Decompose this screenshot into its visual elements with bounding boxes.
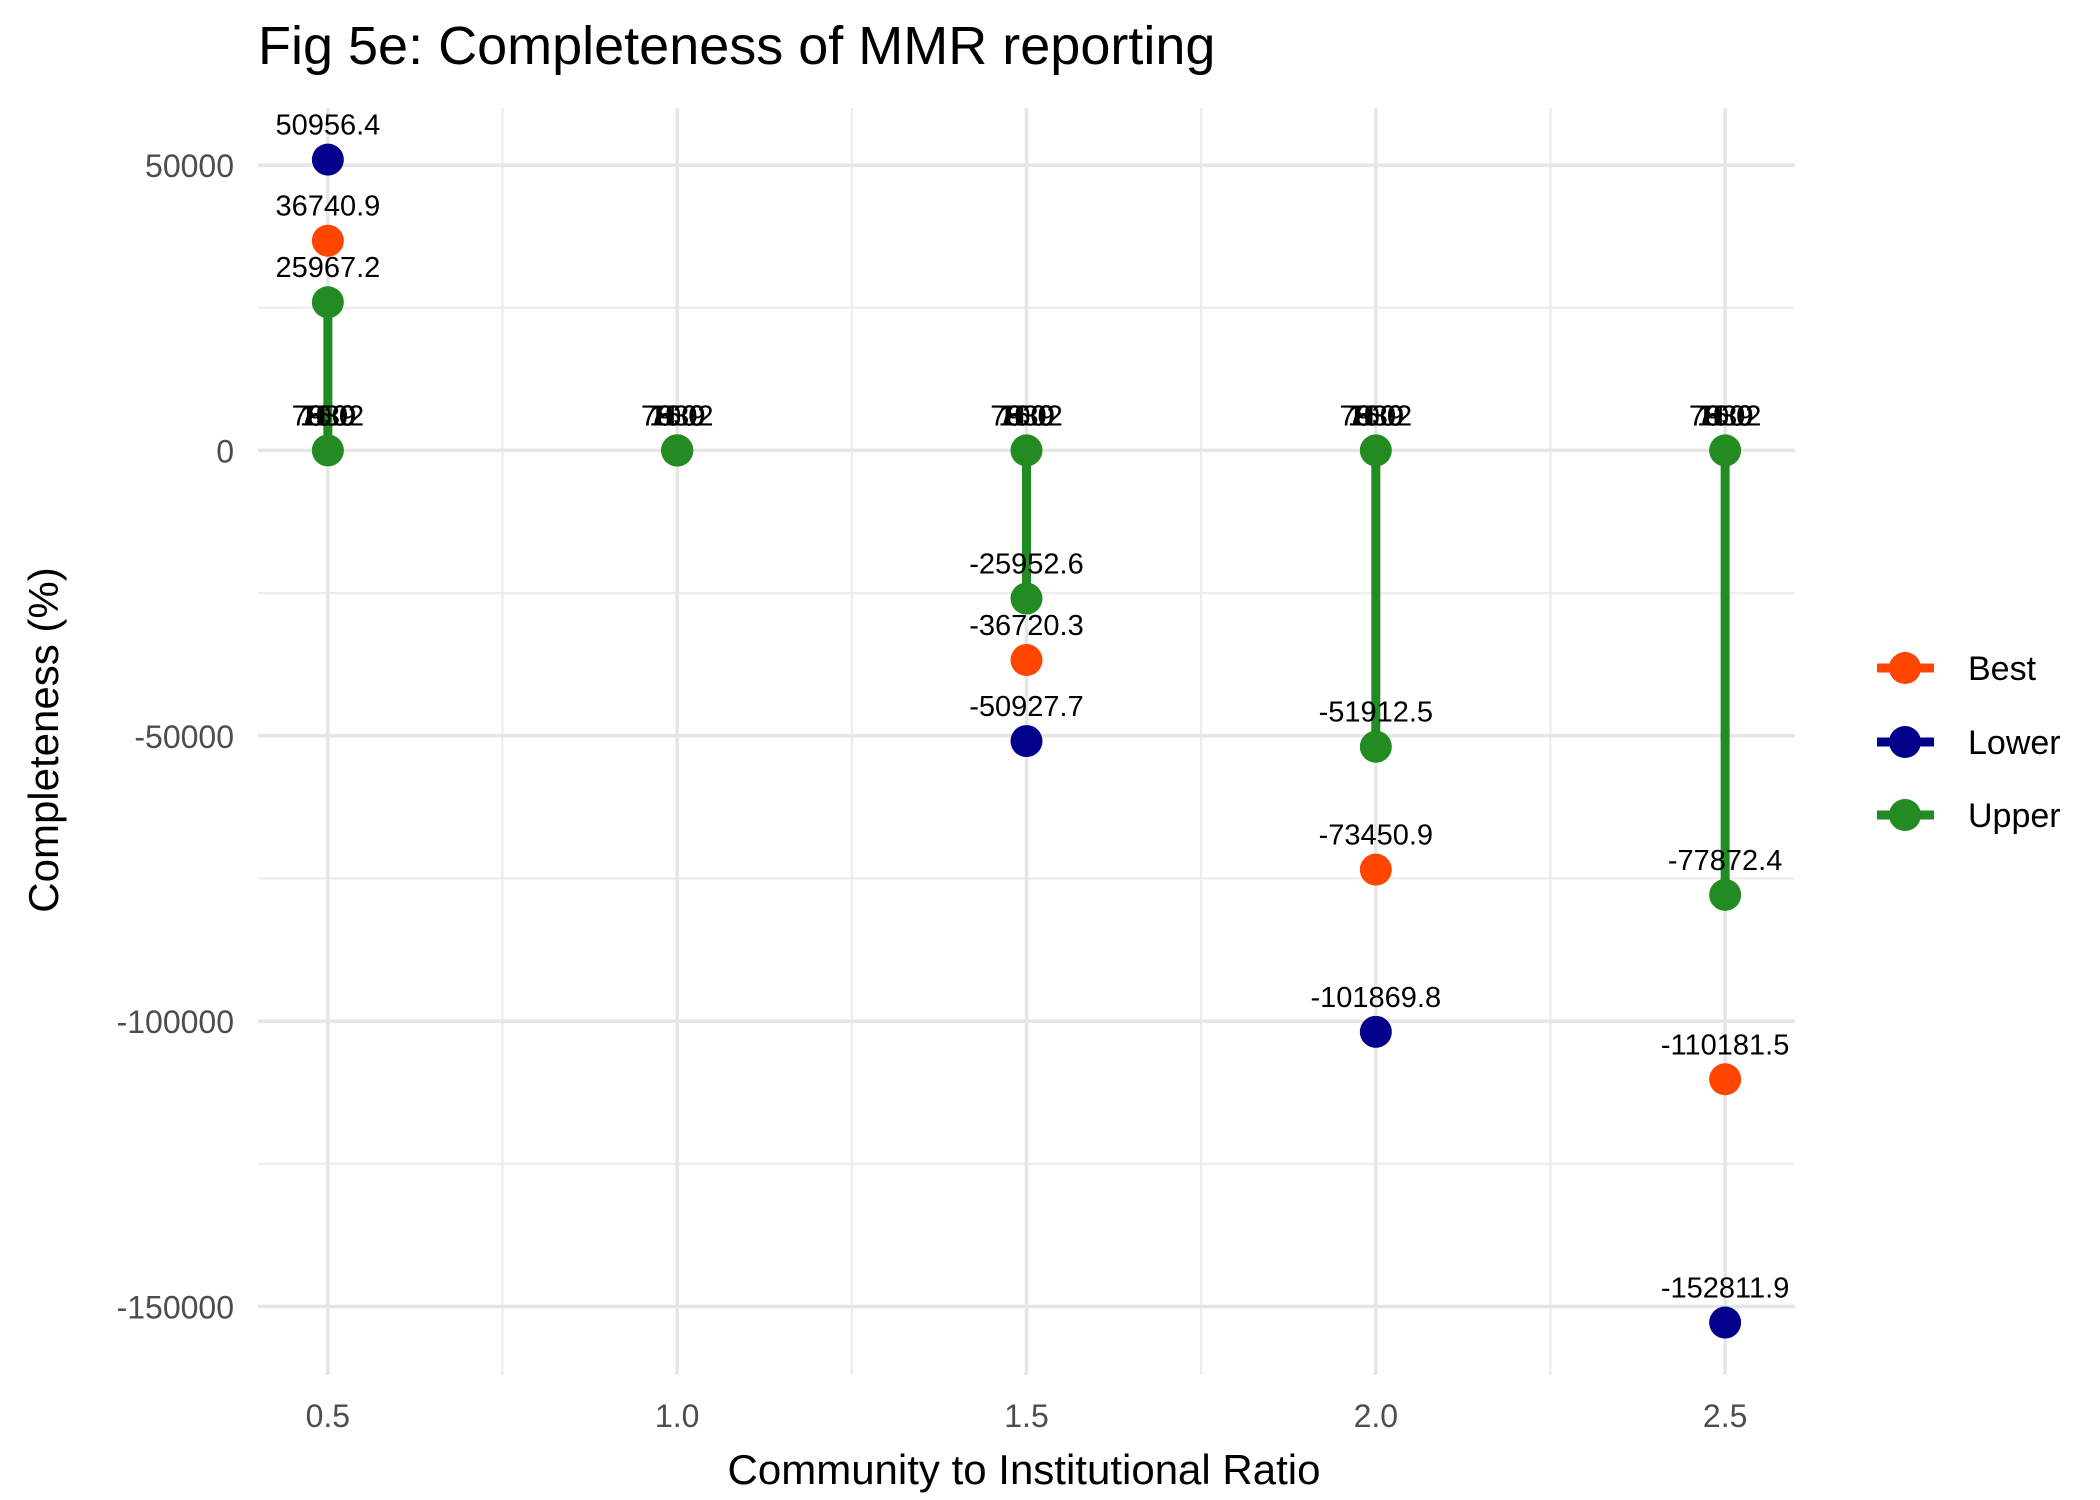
data-label-lower: 50956.4 <box>275 110 380 142</box>
data-label-near-zero: 75.9 <box>649 400 705 432</box>
data-label-near-zero: 11.0 <box>999 400 1053 432</box>
data-label-best: 36740.9 <box>275 191 380 223</box>
plot-labels: 36740.9 -36720.3 -73450.9 -110181.5 50956.4 -… <box>275 110 1789 1305</box>
point-best <box>1010 644 1043 677</box>
plot-segments <box>323 302 1730 895</box>
y-axis-ticks: 50000 0 -50000 -100000 -150000 <box>117 148 234 1325</box>
data-label-near-zero: 8.0 <box>1356 400 1396 432</box>
data-label-near-zero: 9.0 <box>657 400 697 432</box>
chart-title: Fig 5e: Completeness of MMR reporting <box>258 16 1215 76</box>
y-axis-label: Completeness (%) <box>20 567 67 912</box>
point-zero <box>1709 434 1742 467</box>
point-lower <box>1359 1015 1392 1048</box>
data-label-near-zero: 9.0 <box>1006 400 1046 432</box>
x-axis-ticks: 0.5 1.0 1.5 2.0 2.5 <box>306 1398 1748 1434</box>
data-label-lower: -101869.8 <box>1311 982 1442 1014</box>
data-label-near-zero: 11.0 <box>1698 400 1752 432</box>
data-label-near-zero: 753.2 <box>641 400 714 432</box>
plot-points <box>311 143 1742 1339</box>
data-label-best: -73450.9 <box>1319 820 1434 852</box>
point-zero <box>1010 434 1043 467</box>
point-upper <box>1010 582 1043 615</box>
legend-marker-lower <box>1889 726 1921 758</box>
data-label-upper: -51912.5 <box>1319 697 1434 729</box>
data-label-upper: 25967.2 <box>275 252 380 284</box>
point-zero <box>311 434 344 467</box>
data-label-near-zero: 11.0 <box>1349 400 1403 432</box>
data-label-near-zero: 8.0 <box>308 400 348 432</box>
data-label-near-zero: 753.2 <box>1689 400 1762 432</box>
data-label-near-zero: 11.0 <box>650 400 704 432</box>
data-label-near-zero: 10.0 <box>1348 400 1404 432</box>
point-upper <box>311 286 344 319</box>
data-label-near-zero: 9.0 <box>1356 400 1396 432</box>
point-best <box>1709 1063 1742 1096</box>
point-lower <box>1709 1306 1742 1339</box>
data-label-near-zero: 9.0 <box>1705 400 1745 432</box>
data-label-upper: -77872.4 <box>1668 845 1783 877</box>
point-upper <box>1709 878 1742 911</box>
y-tick-label: 50000 <box>145 148 234 184</box>
x-tick-label: 2.0 <box>1354 1398 1398 1434</box>
y-tick-label: -100000 <box>117 1004 234 1040</box>
data-label-near-zero: 10.0 <box>300 400 356 432</box>
point-zero <box>661 434 694 467</box>
y-tick-label: 0 <box>216 433 234 469</box>
data-label-best: -110181.5 <box>1661 1029 1789 1061</box>
data-label-lower: -50927.7 <box>969 691 1084 723</box>
data-label-near-zero: 75.9 <box>998 400 1054 432</box>
point-lower <box>1010 725 1043 758</box>
legend-marker-upper <box>1889 799 1921 831</box>
data-label-near-zero: 8.0 <box>1006 400 1046 432</box>
data-label-near-zero: 8.0 <box>1705 400 1745 432</box>
x-tick-label: 2.5 <box>1703 1398 1747 1434</box>
data-label-near-zero: 75.9 <box>1348 400 1404 432</box>
legend-label-lower: Lower <box>1968 724 2061 762</box>
point-best <box>311 224 344 257</box>
legend: Best Lower Upper <box>1877 650 2061 835</box>
data-label-near-zero: 10.0 <box>649 400 705 432</box>
x-tick-label: 1.5 <box>1004 1398 1048 1434</box>
legend-label-best: Best <box>1968 650 2037 688</box>
y-tick-label: -50000 <box>134 719 234 755</box>
data-label-near-zero: 753.2 <box>292 400 365 432</box>
data-label-near-zero: 75.9 <box>1697 400 1753 432</box>
x-axis-label: Community to Institutional Ratio <box>728 1446 1321 1493</box>
point-upper <box>1359 730 1392 763</box>
data-label-near-zero: 75.9 <box>300 400 356 432</box>
data-label-best: -36720.3 <box>969 610 1084 642</box>
data-label-upper: -25952.6 <box>969 549 1084 581</box>
data-label-near-zero: 9.0 <box>308 400 348 432</box>
point-zero <box>1359 434 1392 467</box>
x-tick-label: 1.0 <box>655 1398 699 1434</box>
data-label-near-zero: 10.0 <box>998 400 1054 432</box>
data-label-near-zero: 753.2 <box>990 400 1063 432</box>
x-tick-label: 0.5 <box>306 1398 350 1434</box>
data-label-near-zero: 753.2 <box>1340 400 1413 432</box>
data-label-lower: -152811.9 <box>1661 1273 1789 1305</box>
point-lower <box>311 143 344 176</box>
point-best <box>1359 853 1392 886</box>
data-label-near-zero: 8.0 <box>657 400 697 432</box>
data-label-near-zero: 11.0 <box>301 400 355 432</box>
data-label-near-zero: 10.0 <box>1697 400 1753 432</box>
y-tick-label: -150000 <box>117 1290 234 1326</box>
legend-marker-best <box>1889 652 1921 684</box>
legend-label-upper: Upper <box>1968 797 2061 835</box>
